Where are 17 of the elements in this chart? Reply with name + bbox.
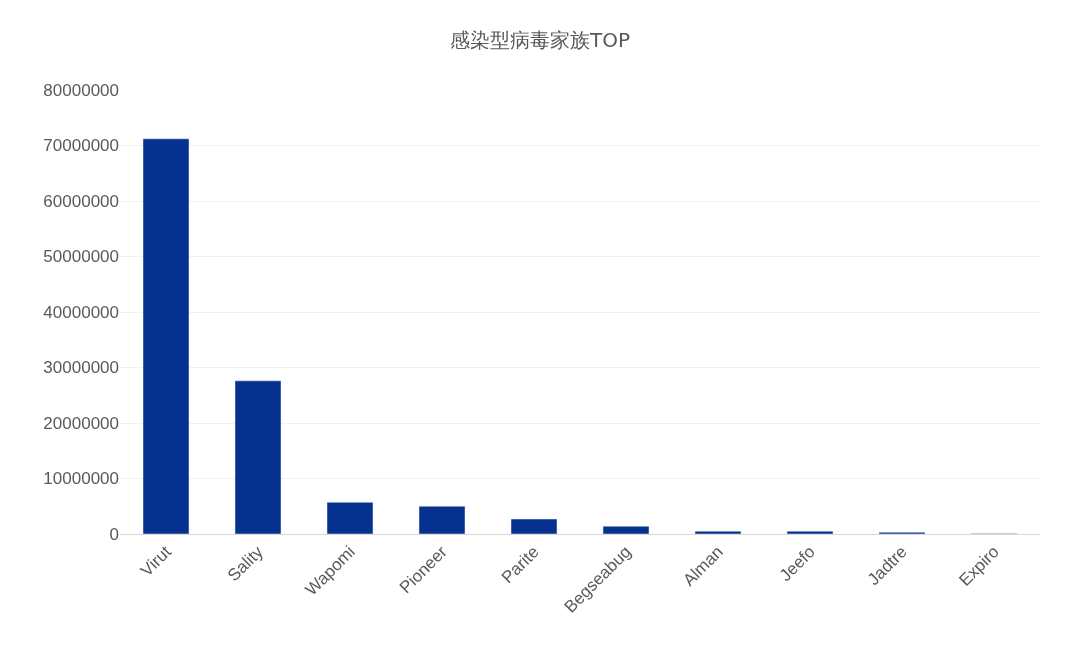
y-tick-label: 0 (109, 524, 119, 544)
chart-title: 感染型病毒家族TOP (449, 27, 631, 52)
bar (694, 530, 742, 534)
y-tick-label: 60000000 (43, 191, 119, 211)
bar (786, 530, 834, 534)
bar (510, 518, 558, 534)
y-tick-label: 40000000 (43, 302, 119, 322)
bar (326, 502, 374, 534)
bar (418, 506, 466, 534)
y-tick-label: 30000000 (43, 358, 119, 378)
y-tick-label: 20000000 (43, 413, 119, 433)
y-tick-label: 70000000 (43, 136, 119, 156)
y-tick-label: 50000000 (43, 247, 119, 267)
bar (602, 525, 650, 534)
x-tick-label: Virut (136, 542, 176, 581)
y-tick-label: 10000000 (43, 469, 119, 489)
y-tick-label: 80000000 (43, 80, 119, 100)
